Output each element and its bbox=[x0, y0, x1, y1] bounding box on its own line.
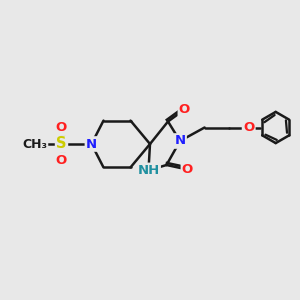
Text: CH₃: CH₃ bbox=[22, 137, 47, 151]
Text: O: O bbox=[182, 163, 193, 176]
Text: N: N bbox=[174, 134, 186, 148]
Text: O: O bbox=[56, 121, 67, 134]
Text: O: O bbox=[243, 121, 254, 134]
Text: S: S bbox=[56, 136, 67, 152]
Text: O: O bbox=[56, 154, 67, 167]
Text: N: N bbox=[86, 137, 97, 151]
Text: O: O bbox=[179, 103, 190, 116]
Text: NH: NH bbox=[137, 164, 160, 177]
